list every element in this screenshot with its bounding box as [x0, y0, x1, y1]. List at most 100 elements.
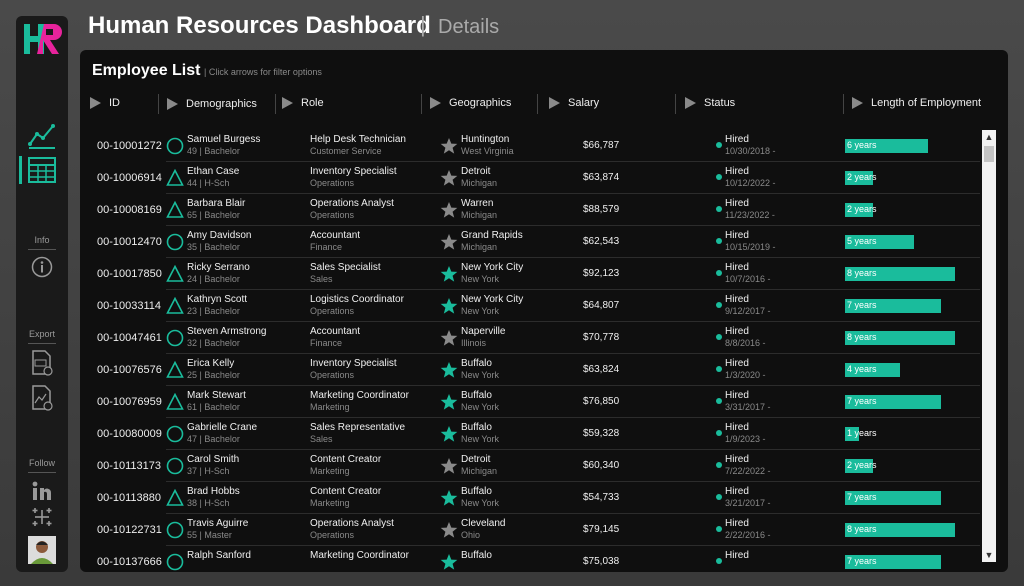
location-star-icon	[440, 426, 458, 442]
table-row[interactable]: 00-10113880 Brad Hobbs 38 | H-Sch Content C…	[80, 482, 980, 514]
status-dot-icon	[716, 430, 722, 436]
demographic-circle-icon	[166, 233, 184, 251]
status-dot-icon	[716, 398, 722, 404]
filter-arrow-icon[interactable]	[549, 97, 560, 109]
demographic-circle-icon	[166, 425, 184, 443]
table-row[interactable]: 00-10033114 Kathryn Scott 23 | Bachelor Log…	[80, 290, 980, 322]
table-row[interactable]: 00-10113173 Carol Smith 37 | H-Sch Content …	[80, 450, 980, 482]
employee-department: Sales	[310, 434, 333, 444]
location-star-icon	[440, 554, 458, 570]
export-image-icon[interactable]	[16, 385, 68, 411]
filter-arrow-icon[interactable]	[685, 97, 696, 109]
table-row[interactable]: 00-10008169 Barbara Blair 65 | Bachelor Ope…	[80, 194, 980, 226]
employee-id: 00-10006914	[97, 172, 162, 184]
employee-status: Hired	[725, 294, 749, 305]
employee-hire-date: 1/9/2023 -	[725, 434, 766, 444]
table-row[interactable]: 00-10080009 Gabrielle Crane 47 | Bachelor S…	[80, 418, 980, 450]
tenure-bar	[845, 235, 914, 249]
column-header-id[interactable]: ID	[90, 90, 120, 116]
column-header-role[interactable]: Role	[282, 90, 324, 116]
status-dot-icon	[716, 270, 722, 276]
filter-arrow-icon[interactable]	[90, 97, 101, 109]
row-divider	[166, 513, 980, 514]
demographic-triangle-icon	[166, 201, 184, 218]
employee-name: Kathryn Scott	[187, 294, 248, 305]
column-header-status[interactable]: Status	[685, 90, 735, 116]
divider	[28, 343, 56, 344]
column-header-length-of-employment[interactable]: Length of Employment	[852, 90, 981, 116]
employee-city: Buffalo	[461, 358, 492, 369]
location-star-icon	[440, 458, 458, 474]
line-chart-icon[interactable]	[16, 120, 68, 150]
employee-role: Accountant	[310, 230, 361, 241]
sidebar: Info Export Follow	[16, 16, 68, 572]
info-icon[interactable]	[16, 256, 68, 278]
employee-name: Ralph Sanford	[187, 550, 251, 561]
status-dot-icon	[716, 206, 722, 212]
table-row[interactable]: 00-10017850 Ricky Serrano 24 | Bachelor Sal…	[80, 258, 980, 290]
employee-name: Ricky Serrano	[187, 262, 250, 273]
employee-department: Finance	[310, 242, 343, 252]
scrollbar[interactable]: ▲ ▼	[982, 130, 996, 562]
linkedin-icon[interactable]	[16, 480, 68, 502]
employee-department: Operations	[310, 178, 355, 188]
filter-arrow-icon[interactable]	[282, 97, 293, 109]
employee-status: Hired	[725, 518, 749, 529]
tenure-label: 7 years	[847, 300, 877, 310]
table-grid-icon[interactable]	[16, 156, 68, 184]
employee-demographics: 24 | Bachelor	[187, 274, 240, 284]
active-nav-indicator	[19, 156, 22, 184]
column-header-geographics[interactable]: Geographics	[430, 90, 511, 116]
employee-salary: $60,340	[583, 460, 620, 471]
column-header-salary[interactable]: Salary	[549, 90, 599, 116]
scroll-thumb[interactable]	[984, 146, 994, 162]
follow-label: Follow	[28, 458, 55, 468]
employee-status: Hired	[725, 422, 749, 433]
employee-demographics: 38 | H-Sch	[187, 498, 230, 508]
table-row[interactable]: 00-10012470 Amy Davidson 35 | Bachelor Acco…	[80, 226, 980, 258]
column-header-demographics[interactable]: Demographics	[167, 91, 257, 117]
employee-state: New York	[461, 274, 500, 284]
tenure-bar	[845, 139, 928, 153]
employee-state: New York	[461, 434, 500, 444]
tenure-bar	[845, 427, 859, 441]
employee-state: New York	[461, 306, 500, 316]
export-pdf-icon[interactable]	[16, 350, 68, 376]
employee-salary: $63,824	[583, 364, 620, 375]
employee-name: Mark Stewart	[187, 390, 246, 401]
filter-arrow-icon[interactable]	[167, 98, 178, 110]
employee-hire-date: 1/3/2020 -	[725, 370, 766, 380]
avatar[interactable]	[28, 536, 56, 564]
table-row[interactable]: 00-10001272 Samuel Burgess 49 | Bachelor He…	[80, 130, 980, 162]
column-divider	[158, 94, 159, 114]
demographic-circle-icon	[166, 137, 184, 155]
tenure-bar	[845, 299, 941, 313]
scroll-up-icon[interactable]: ▲	[984, 132, 994, 142]
employee-demographics: 35 | Bachelor	[187, 242, 240, 252]
table-row[interactable]: 00-10006914 Ethan Case 44 | H-Sch Inventory…	[80, 162, 980, 194]
employee-id: 00-10001272	[97, 140, 162, 152]
employee-status: Hired	[725, 326, 749, 337]
employee-demographics: 25 | Bachelor	[187, 370, 240, 380]
filter-arrow-icon[interactable]	[852, 97, 863, 109]
employee-id: 00-10122731	[97, 524, 162, 536]
employee-demographics: 23 | Bachelor	[187, 306, 240, 316]
table-row[interactable]: 00-10137666 Ralph Sanford Marketing Coordi…	[80, 546, 980, 572]
table-row[interactable]: 00-10076576 Erica Kelly 25 | Bachelor Inven…	[80, 354, 980, 386]
tenure-label: 1 years	[847, 428, 877, 438]
employee-status: Hired	[725, 166, 749, 177]
tableau-icon[interactable]	[16, 506, 68, 528]
table-row[interactable]: 00-10122731 Travis Aguirre 55 | Master Oper…	[80, 514, 980, 546]
employee-role: Help Desk Technician	[310, 134, 406, 145]
employee-role: Content Creator	[310, 454, 382, 465]
employee-id: 00-10047461	[97, 332, 162, 344]
scroll-down-icon[interactable]: ▼	[984, 550, 994, 560]
employee-hire-date: 10/12/2022 -	[725, 178, 776, 188]
table-row[interactable]: 00-10047461 Steven Armstrong 32 | Bachelor…	[80, 322, 980, 354]
table-row[interactable]: 00-10076959 Mark Stewart 61 | Bachelor Mark…	[80, 386, 980, 418]
filter-arrow-icon[interactable]	[430, 97, 441, 109]
employee-role: Accountant	[310, 326, 361, 337]
demographic-triangle-icon	[166, 393, 184, 410]
employee-city: Grand Rapids	[461, 230, 523, 241]
employee-salary: $92,123	[583, 268, 620, 279]
